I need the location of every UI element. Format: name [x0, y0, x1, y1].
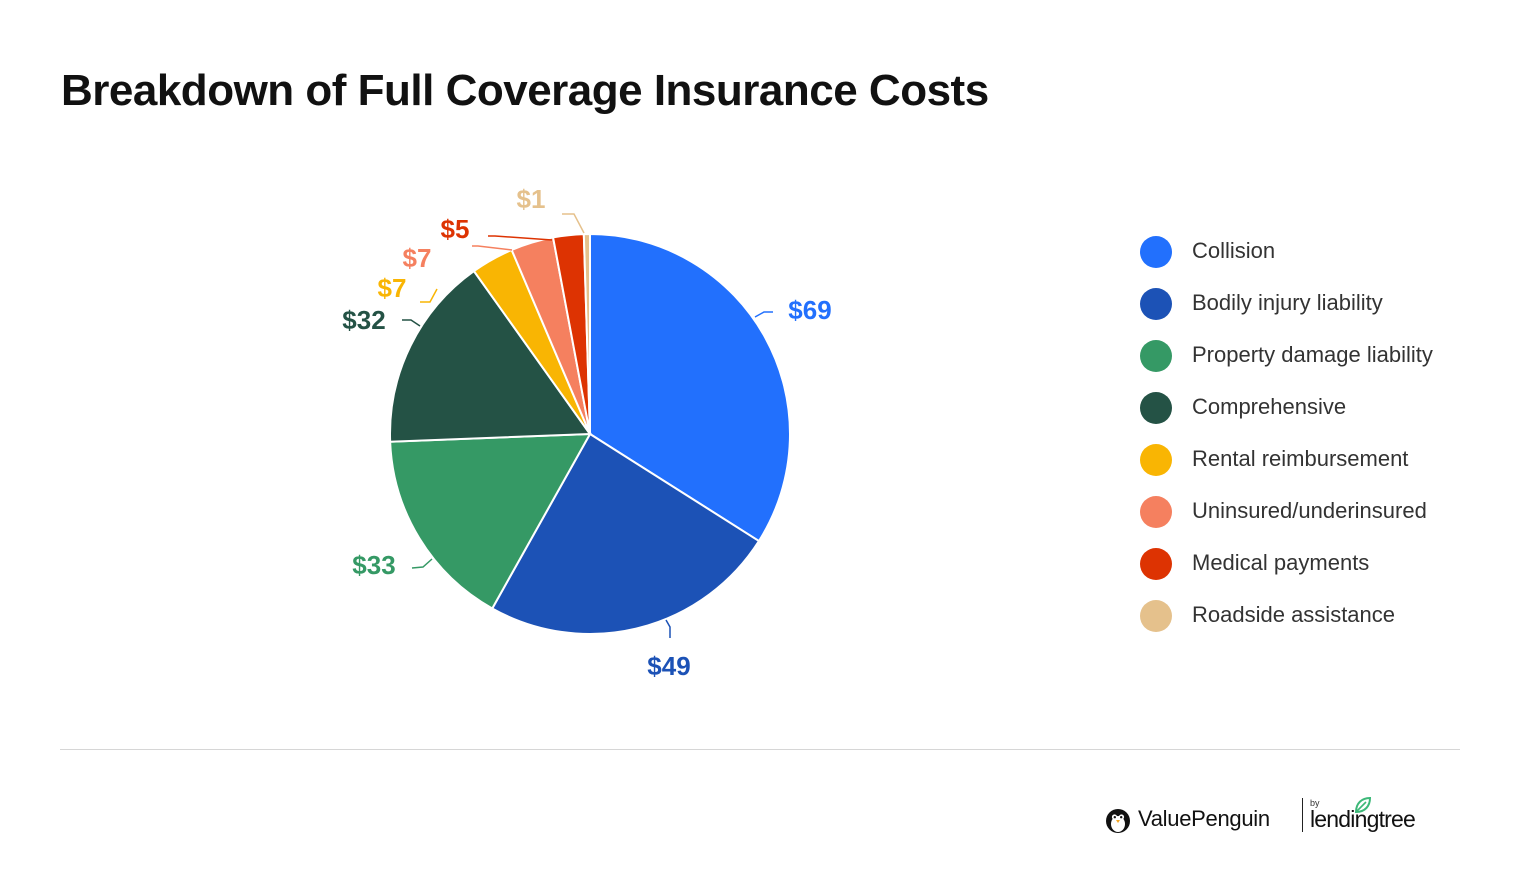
- leaf-icon: [1354, 796, 1372, 814]
- pie-slice-comprehensive: [389, 269, 592, 443]
- brand-separator: [1302, 798, 1303, 832]
- penguin-icon: [1106, 809, 1130, 833]
- legend-label: Rental reimbursement: [1192, 446, 1409, 471]
- leader-line: [754, 311, 773, 318]
- data-label: $1: [517, 184, 546, 214]
- data-label: $33: [352, 550, 395, 580]
- brand-name: ValuePenguin: [1138, 806, 1270, 831]
- data-label: $32: [342, 305, 385, 335]
- footer-branding: ValuePenguin by lendingtree: [1104, 796, 1444, 836]
- pie-slice-collision: [589, 232, 791, 543]
- legend-swatch: [1140, 496, 1172, 528]
- pie-slice-property-damage-liability: [389, 432, 592, 610]
- data-label: $7: [378, 273, 407, 303]
- data-label: $5: [441, 214, 470, 244]
- data-label: $7: [403, 243, 432, 273]
- leader-line: [472, 245, 513, 251]
- legend-label: Comprehensive: [1192, 394, 1347, 419]
- legend-label: Medical payments: [1192, 550, 1370, 575]
- legend-swatch: [1140, 340, 1172, 372]
- legend-label: Property damage liability: [1192, 342, 1433, 367]
- brand-by: by: [1310, 798, 1320, 808]
- legend-label: Bodily injury liability: [1192, 290, 1383, 315]
- data-label: $69: [788, 295, 831, 325]
- leader-line: [562, 213, 585, 234]
- leader-line: [488, 235, 553, 241]
- legend-swatch: [1140, 600, 1172, 632]
- legend-label: Roadside assistance: [1192, 602, 1396, 627]
- leader-line: [665, 619, 671, 638]
- legend-label: Collision: [1192, 238, 1276, 263]
- legend-label: Uninsured/underinsured: [1192, 498, 1427, 523]
- legend-swatch: [1140, 444, 1172, 476]
- leader-line: [420, 288, 438, 303]
- leader-line: [402, 319, 421, 327]
- legend-swatch: [1140, 288, 1172, 320]
- pie-slice-roadside-assistance: [582, 232, 591, 435]
- legend-swatch: [1140, 236, 1172, 268]
- footer-divider: [60, 749, 1460, 750]
- leader-line: [411, 558, 433, 569]
- legend-swatch: [1140, 392, 1172, 424]
- chart-title: Breakdown of Full Coverage Insurance Cos…: [61, 66, 989, 115]
- pie-slice-bodily-injury-liability: [490, 432, 761, 635]
- legend-swatch: [1140, 548, 1172, 580]
- data-label: $49: [647, 651, 690, 681]
